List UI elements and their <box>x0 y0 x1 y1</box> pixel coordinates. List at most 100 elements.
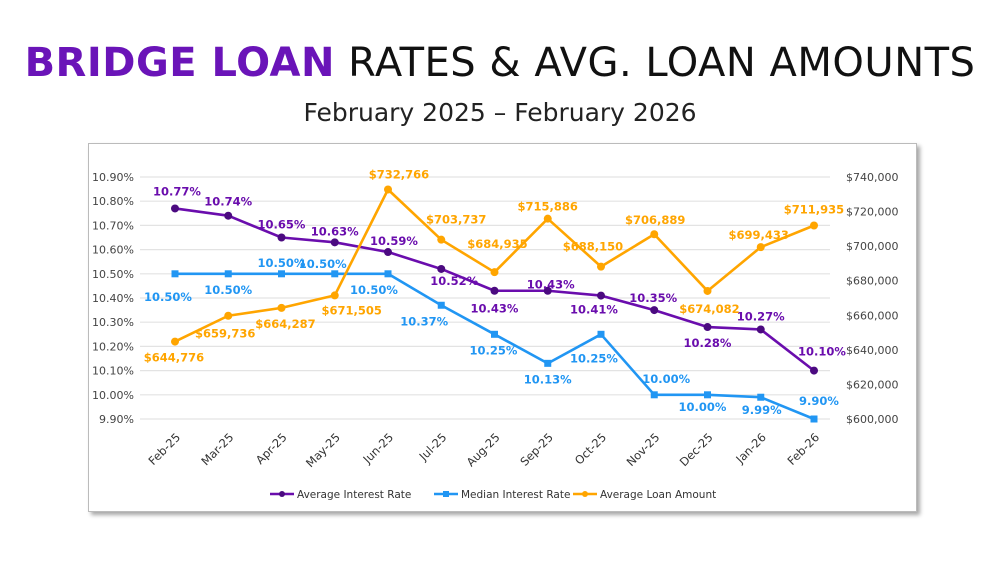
average-interest-rate-point <box>756 325 765 334</box>
average-loan-amount-point <box>330 291 339 300</box>
legend-label: Median Interest Rate <box>461 489 570 501</box>
median-interest-rate-data-label: 10.50% <box>204 283 252 297</box>
average-loan-amount-point <box>277 303 286 312</box>
y-left-tick-label: 9.90% <box>99 413 134 426</box>
x-tick-label: Apr-25 <box>253 430 290 467</box>
x-tick-label: Jul-25 <box>416 430 450 464</box>
median-interest-rate-point <box>491 330 498 338</box>
median-interest-rate-point <box>437 301 445 309</box>
average-interest-rate-data-label: 10.35% <box>629 291 677 305</box>
median-interest-rate-data-label: 10.00% <box>642 372 690 386</box>
average-interest-rate-data-label: 10.43% <box>527 278 575 292</box>
average-loan-amount-point <box>224 311 233 320</box>
median-interest-rate-point <box>544 359 552 367</box>
x-tick-label: Aug-25 <box>464 430 503 469</box>
median-interest-rate-data-label: 10.13% <box>524 372 572 386</box>
y-right-tick-label: $660,000 <box>846 309 899 322</box>
median-interest-rate-data-label: 10.50% <box>350 283 398 297</box>
average-interest-rate-point <box>384 248 392 257</box>
median-interest-rate-data-label: 10.00% <box>679 400 727 414</box>
median-interest-rate-point <box>171 270 179 278</box>
y-left-tick-label: 10.30% <box>92 316 134 329</box>
median-interest-rate-point <box>757 393 765 401</box>
average-interest-rate-point <box>490 286 499 295</box>
average-loan-amount-point <box>490 268 499 277</box>
average-interest-rate-point <box>703 323 712 332</box>
y-left-tick-label: 10.50% <box>92 268 134 281</box>
average-interest-rate-data-label: 10.77% <box>153 184 201 198</box>
average-loan-amount-data-label: $659,736 <box>195 327 255 341</box>
x-tick-label: Dec-25 <box>677 430 716 469</box>
legend-item: Average Loan Amount <box>573 489 716 501</box>
average-loan-amount-point <box>703 286 712 295</box>
y-right-tick-label: $740,000 <box>846 171 899 184</box>
average-loan-amount-point <box>171 337 179 346</box>
x-tick-label: Jun-25 <box>360 430 397 467</box>
median-interest-rate-data-label: 9.99% <box>742 403 782 417</box>
average-loan-amount-data-label: $671,505 <box>322 303 382 317</box>
average-loan-amount-data-label: $644,776 <box>144 351 204 365</box>
median-interest-rate-data-label: 10.50% <box>258 256 306 270</box>
average-interest-rate-data-label: 10.59% <box>370 234 418 248</box>
x-tick-label: Mar-25 <box>198 430 236 468</box>
median-interest-rate-data-label: 9.90% <box>799 394 839 408</box>
y-left-tick-label: 10.60% <box>92 244 134 257</box>
average-interest-rate-point <box>597 291 605 300</box>
y-left-tick-label: 10.00% <box>92 389 134 402</box>
average-interest-rate-point <box>224 211 233 220</box>
median-interest-rate-point <box>704 391 711 399</box>
y-left-tick-label: 10.90% <box>92 171 134 184</box>
median-interest-rate-data-label: 10.25% <box>470 343 518 357</box>
average-loan-amount-data-label: $703,737 <box>426 213 486 227</box>
median-interest-rate-data-label: 10.50% <box>299 257 347 271</box>
title-rest: RATES & AVG. LOAN AMOUNTS <box>348 40 976 86</box>
x-tick-label: May-25 <box>303 430 343 470</box>
legend-item: Average Interest Rate <box>270 489 411 501</box>
x-tick-label: Jan-26 <box>732 430 768 466</box>
average-loan-amount-data-label: $674,082 <box>679 302 739 316</box>
average-interest-rate-data-label: 10.43% <box>471 302 519 316</box>
median-interest-rate-data-label: 10.37% <box>400 314 448 328</box>
average-loan-amount-data-label: $699,433 <box>729 228 789 242</box>
median-interest-rate-point <box>597 330 605 338</box>
legend-marker <box>582 491 588 497</box>
average-interest-rate-data-label: 10.41% <box>570 303 618 317</box>
y-left-tick-label: 10.20% <box>92 340 134 353</box>
average-interest-rate-point <box>543 286 552 295</box>
y-left-tick-label: 10.80% <box>92 195 134 208</box>
page-title: BRIDGE LOAN RATES & AVG. LOAN AMOUNTS <box>0 40 1000 86</box>
y-left-tick-label: 10.10% <box>92 365 134 378</box>
median-interest-rate-point <box>650 391 658 399</box>
average-loan-amount-data-label: $706,889 <box>625 213 685 227</box>
y-right-tick-label: $700,000 <box>846 240 899 253</box>
average-interest-rate-point <box>437 264 446 273</box>
legend-marker <box>443 491 449 497</box>
average-interest-rate-data-label: 10.74% <box>204 195 252 209</box>
x-tick-label: Oct-25 <box>572 430 609 467</box>
x-tick-label: Nov-25 <box>624 430 663 469</box>
y-right-tick-label: $620,000 <box>846 378 899 391</box>
average-interest-rate-point <box>171 204 179 213</box>
legend-label: Average Loan Amount <box>600 489 716 501</box>
average-interest-rate-data-label: 10.65% <box>258 218 306 232</box>
legend-label: Average Interest Rate <box>297 489 411 501</box>
average-loan-amount-data-label: $732,766 <box>369 168 429 182</box>
y-right-tick-label: $640,000 <box>846 344 899 357</box>
y-right-tick-label: $600,000 <box>846 413 899 426</box>
average-loan-amount-data-label: $664,287 <box>255 317 315 331</box>
median-interest-rate-point <box>810 415 818 423</box>
average-loan-amount-data-label: $684,935 <box>467 237 527 251</box>
average-interest-rate-data-label: 10.27% <box>737 309 785 323</box>
average-interest-rate-point <box>810 366 818 375</box>
average-interest-rate-point <box>650 306 659 315</box>
y-left-tick-label: 10.40% <box>92 292 134 305</box>
title-highlight: BRIDGE LOAN <box>24 40 335 86</box>
x-tick-label: Feb-26 <box>785 430 823 468</box>
x-tick-label: Feb-25 <box>146 430 184 468</box>
average-loan-amount-point <box>650 230 659 239</box>
median-interest-rate-point <box>384 270 392 278</box>
legend-marker <box>279 491 285 497</box>
median-interest-rate-point <box>278 270 285 278</box>
average-loan-amount-data-label: $715,886 <box>518 200 578 214</box>
